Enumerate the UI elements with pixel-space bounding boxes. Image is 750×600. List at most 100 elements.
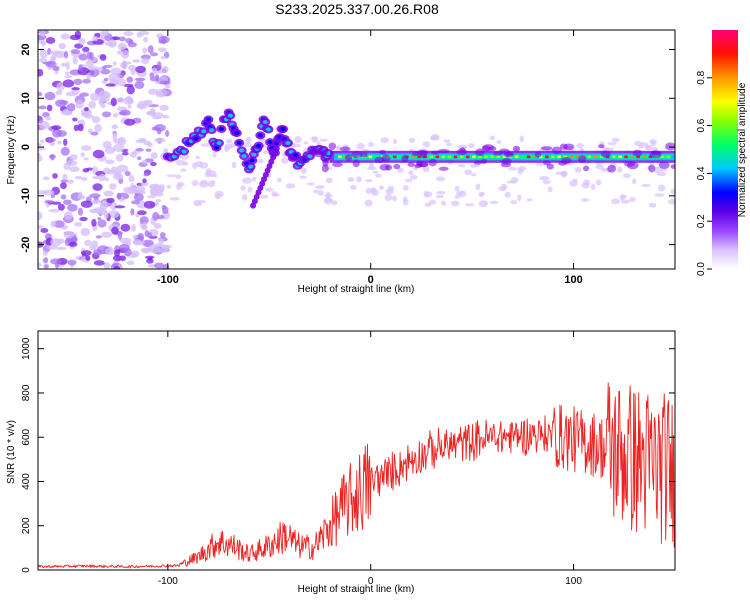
- noise-blob: [164, 84, 171, 89]
- noise-blob: [38, 142, 42, 147]
- noise-blob: [118, 111, 128, 116]
- signal-core: [256, 143, 262, 148]
- noise-blob: [80, 152, 86, 158]
- noise-blob: [120, 61, 128, 69]
- main-line-seg: [338, 155, 342, 159]
- line-blob: [648, 164, 656, 173]
- faint-blob: [576, 143, 584, 149]
- faint-blob: [193, 199, 201, 205]
- faint-blob: [600, 167, 608, 172]
- noise-blob: [38, 91, 43, 97]
- faint-blob: [207, 181, 216, 188]
- noise-blob: [109, 183, 117, 190]
- noise-blob: [42, 250, 48, 256]
- faint-blob: [378, 185, 384, 190]
- noise-blob: [100, 231, 113, 238]
- faint-blob: [657, 184, 666, 192]
- noise-blob: [44, 200, 55, 204]
- colorbar-label: Normalized spectral amplitude: [737, 82, 748, 217]
- noise-blob: [50, 258, 62, 265]
- noise-blob: [137, 210, 147, 216]
- noise-blob: [158, 76, 169, 83]
- faint-blob: [192, 162, 198, 169]
- noise-blob: [97, 217, 102, 221]
- faint-blob: [380, 137, 390, 144]
- faint-blob: [317, 189, 324, 197]
- noise-blob: [60, 110, 73, 116]
- line-blob: [475, 148, 485, 157]
- noise-blob: [74, 30, 82, 39]
- faint-blob: [648, 202, 657, 208]
- main-line-seg: [636, 155, 640, 159]
- line-blob: [541, 146, 553, 151]
- faint-blob: [169, 196, 180, 201]
- noise-blob: [137, 156, 142, 161]
- noise-blob: [99, 54, 107, 61]
- noise-blob: [67, 103, 76, 112]
- noise-blob: [110, 67, 122, 75]
- noise-blob: [152, 112, 164, 119]
- line-blob: [563, 143, 575, 151]
- faint-blob: [285, 183, 296, 189]
- faint-blob: [670, 189, 675, 195]
- noise-blob: [113, 266, 120, 269]
- faint-blob: [469, 164, 478, 168]
- line-blob: [534, 151, 542, 158]
- noise-blob: [40, 30, 46, 37]
- noise-blob: [52, 129, 62, 138]
- main-line-seg: [374, 155, 379, 159]
- noise-blob: [126, 260, 135, 266]
- line-blob: [374, 156, 385, 164]
- faint-blob: [634, 140, 642, 147]
- noise-blob: [68, 241, 78, 247]
- main-line-seg: [393, 155, 397, 159]
- line-blob: [505, 151, 514, 156]
- noise-blob: [91, 218, 97, 227]
- noise-blob: [58, 43, 66, 50]
- noise-blob: [45, 60, 57, 68]
- noise-blob: [136, 103, 145, 109]
- faint-blob: [617, 166, 623, 173]
- line-blob: [607, 164, 617, 173]
- faint-blob: [166, 184, 172, 189]
- noise-blob: [97, 67, 103, 72]
- faint-blob: [638, 144, 644, 149]
- noise-blob: [150, 152, 158, 159]
- noise-blob: [159, 231, 166, 239]
- faint-blob: [368, 141, 375, 147]
- main-line-seg: [532, 155, 537, 159]
- main-line-seg: [569, 155, 574, 159]
- noise-blob: [160, 244, 170, 253]
- line-blob: [332, 162, 343, 168]
- noise-blob: [42, 111, 50, 118]
- signal-core: [262, 119, 268, 124]
- noise-blob: [157, 47, 167, 52]
- noise-blob: [78, 64, 83, 72]
- faint-blob: [425, 191, 433, 198]
- faint-blob: [478, 200, 489, 208]
- noise-blob: [69, 166, 80, 173]
- signal-core: [251, 152, 257, 157]
- noise-blob: [127, 104, 132, 109]
- line-blob: [459, 147, 466, 153]
- noise-blob: [74, 175, 83, 180]
- noise-blob: [117, 78, 126, 87]
- noise-blob: [65, 61, 70, 70]
- faint-blob: [435, 194, 444, 199]
- main-line-seg: [466, 155, 470, 159]
- spectrogram-xtick-label: 100: [564, 274, 582, 286]
- noise-blob: [132, 234, 139, 239]
- noise-blob: [111, 226, 119, 235]
- snr-ytick-label: 400: [21, 473, 32, 490]
- noise-blob: [155, 88, 168, 97]
- faint-blob: [489, 200, 499, 205]
- faint-blob: [247, 186, 253, 193]
- noise-blob: [60, 33, 70, 40]
- faint-blob: [364, 179, 373, 183]
- faint-blob: [446, 142, 452, 147]
- noise-blob: [158, 40, 167, 44]
- faint-blob: [457, 164, 466, 168]
- noise-blob: [101, 111, 112, 118]
- faint-blob: [371, 188, 379, 196]
- faint-blob: [632, 178, 637, 185]
